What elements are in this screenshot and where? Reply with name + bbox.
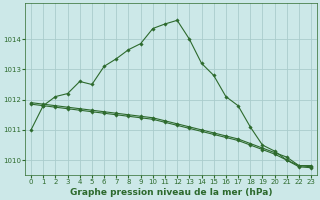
X-axis label: Graphe pression niveau de la mer (hPa): Graphe pression niveau de la mer (hPa) (70, 188, 272, 197)
